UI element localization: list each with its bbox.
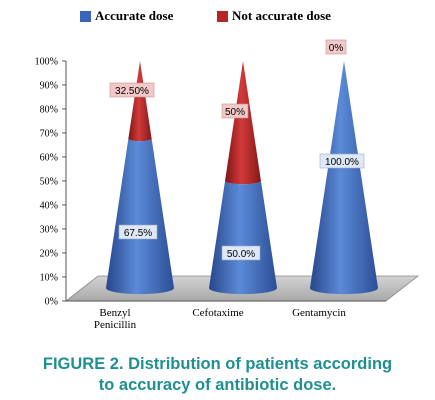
legend-item-not-accurate: Not accurate dose xyxy=(217,8,331,24)
data-label-accurate-box xyxy=(319,153,365,169)
legend-swatch-accurate xyxy=(80,10,91,22)
x-tick-label: Cefotaxime xyxy=(192,307,243,319)
cone-segment-accurate xyxy=(106,139,174,295)
x-tick-label: Gentamycin xyxy=(292,307,346,319)
y-tick-label: 20% xyxy=(40,249,58,260)
y-tick-label: 90% xyxy=(40,81,58,92)
y-tick-label: 100% xyxy=(35,57,58,68)
data-label-not-accurate: 50% xyxy=(225,107,245,118)
y-tick-label: 40% xyxy=(40,201,58,212)
data-label-not-accurate: 32.50% xyxy=(115,86,149,97)
data-label-not-accurate: 0% xyxy=(329,43,344,54)
x-tick-label: Benzyl xyxy=(99,307,130,319)
y-tick-label: 80% xyxy=(40,105,58,116)
data-label-not-accurate-box xyxy=(221,103,249,119)
figure-caption: FIGURE 2. Distribution of patients accor… xyxy=(0,354,435,396)
cone-segment-not-accurate xyxy=(128,61,152,142)
caption-line-1: FIGURE 2. Distribution of patients accor… xyxy=(42,355,393,373)
caption-line-2: to accuracy of antibiotic dose. xyxy=(98,376,337,394)
cone-segment-accurate xyxy=(310,61,378,295)
data-label-not-accurate-box xyxy=(325,39,347,55)
y-tick-label: 0% xyxy=(45,297,58,308)
data-label-not-accurate-box xyxy=(109,82,155,98)
legend-swatch-not-accurate xyxy=(217,10,228,22)
data-label-accurate: 100.0% xyxy=(325,157,359,168)
y-tick-label: 70% xyxy=(40,129,58,140)
x-tick-label: Penicillin xyxy=(94,319,137,331)
y-tick-label: 60% xyxy=(40,153,58,164)
cone-segment-not-accurate xyxy=(225,61,261,185)
y-tick-label: 30% xyxy=(40,225,58,236)
legend-item-accurate: Accurate dose xyxy=(80,8,173,24)
legend-label-accurate: Accurate dose xyxy=(95,8,174,23)
data-label-accurate: 67.5% xyxy=(124,228,152,239)
y-tick-label: 50% xyxy=(40,177,58,188)
data-label-accurate-box xyxy=(221,245,261,261)
data-label-accurate-box xyxy=(118,224,158,240)
y-tick-label: 10% xyxy=(40,273,58,284)
legend-label-not-accurate: Not accurate dose xyxy=(232,8,331,23)
chart-plot: 0% 10% 20% 30% 40% 50% 60% 70% 80% 90% 100% BenzylP… xyxy=(35,39,420,331)
cone-segment-accurate xyxy=(209,181,277,295)
data-label-accurate: 50.0% xyxy=(227,249,255,260)
